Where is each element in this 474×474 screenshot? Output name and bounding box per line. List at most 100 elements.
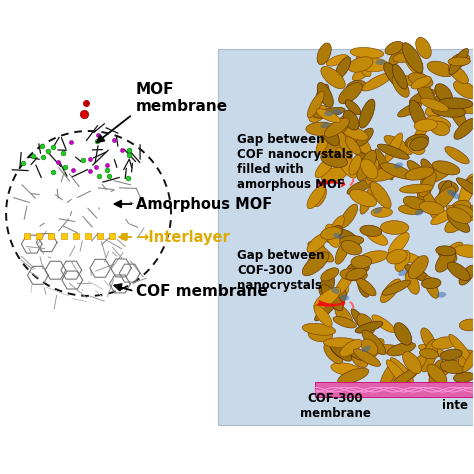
Ellipse shape: [355, 321, 383, 333]
Ellipse shape: [343, 110, 359, 130]
Ellipse shape: [361, 339, 378, 356]
Ellipse shape: [339, 236, 364, 246]
Ellipse shape: [370, 182, 391, 209]
Ellipse shape: [387, 249, 407, 264]
Bar: [218, 48, 473, 426]
Ellipse shape: [410, 90, 436, 104]
Ellipse shape: [371, 208, 392, 217]
Ellipse shape: [451, 54, 470, 67]
Ellipse shape: [402, 43, 423, 73]
Ellipse shape: [459, 265, 474, 285]
Ellipse shape: [440, 360, 465, 374]
Text: inte: inte: [442, 400, 468, 412]
Ellipse shape: [333, 290, 346, 310]
Ellipse shape: [431, 208, 458, 225]
Ellipse shape: [362, 73, 392, 91]
Ellipse shape: [351, 255, 372, 269]
Ellipse shape: [313, 108, 345, 118]
Ellipse shape: [459, 319, 474, 331]
Ellipse shape: [440, 359, 466, 370]
Ellipse shape: [340, 295, 349, 301]
Ellipse shape: [403, 196, 426, 210]
Ellipse shape: [307, 185, 326, 209]
Ellipse shape: [453, 205, 474, 219]
Ellipse shape: [392, 64, 407, 89]
Ellipse shape: [406, 354, 427, 380]
Ellipse shape: [340, 339, 362, 356]
Ellipse shape: [445, 211, 471, 233]
Ellipse shape: [398, 270, 407, 276]
Ellipse shape: [341, 240, 362, 255]
Ellipse shape: [330, 342, 352, 361]
Ellipse shape: [361, 159, 378, 179]
Ellipse shape: [302, 252, 329, 276]
Ellipse shape: [438, 98, 473, 109]
Ellipse shape: [356, 56, 371, 77]
Ellipse shape: [362, 346, 371, 352]
Ellipse shape: [423, 191, 440, 221]
Ellipse shape: [313, 187, 327, 207]
Ellipse shape: [317, 82, 333, 108]
Ellipse shape: [405, 271, 419, 294]
Ellipse shape: [348, 57, 373, 72]
Ellipse shape: [349, 155, 362, 175]
Ellipse shape: [451, 192, 460, 199]
Ellipse shape: [444, 364, 465, 374]
Ellipse shape: [334, 228, 360, 247]
Ellipse shape: [402, 352, 421, 374]
Ellipse shape: [360, 185, 376, 214]
Ellipse shape: [405, 264, 429, 282]
Ellipse shape: [401, 76, 422, 87]
Ellipse shape: [350, 190, 376, 207]
Ellipse shape: [309, 106, 328, 122]
Ellipse shape: [340, 204, 358, 228]
Ellipse shape: [321, 153, 347, 167]
Ellipse shape: [385, 41, 403, 55]
Ellipse shape: [358, 136, 372, 158]
Ellipse shape: [307, 91, 324, 118]
Ellipse shape: [307, 233, 328, 253]
Ellipse shape: [308, 328, 332, 342]
Ellipse shape: [302, 323, 336, 335]
Ellipse shape: [408, 140, 425, 155]
Ellipse shape: [411, 76, 431, 89]
Ellipse shape: [447, 207, 471, 223]
Ellipse shape: [316, 136, 328, 155]
Ellipse shape: [454, 118, 474, 139]
Ellipse shape: [380, 221, 409, 234]
Ellipse shape: [316, 140, 345, 155]
Ellipse shape: [321, 167, 348, 182]
Ellipse shape: [308, 245, 324, 267]
Ellipse shape: [429, 93, 447, 108]
Ellipse shape: [347, 262, 369, 274]
Ellipse shape: [394, 323, 412, 345]
Ellipse shape: [367, 167, 400, 182]
Ellipse shape: [330, 216, 344, 234]
Ellipse shape: [333, 233, 342, 239]
Ellipse shape: [394, 163, 403, 168]
Ellipse shape: [350, 47, 384, 58]
Ellipse shape: [338, 368, 369, 384]
Ellipse shape: [390, 358, 413, 383]
Ellipse shape: [389, 46, 406, 66]
Ellipse shape: [325, 224, 340, 247]
Ellipse shape: [402, 52, 423, 78]
Ellipse shape: [420, 167, 451, 184]
Ellipse shape: [420, 339, 438, 372]
Ellipse shape: [438, 181, 458, 194]
Ellipse shape: [333, 109, 342, 115]
Ellipse shape: [359, 251, 388, 264]
Ellipse shape: [317, 43, 331, 65]
Ellipse shape: [410, 137, 428, 151]
Ellipse shape: [347, 180, 373, 195]
Ellipse shape: [416, 77, 436, 108]
Ellipse shape: [335, 271, 354, 296]
Ellipse shape: [381, 279, 401, 302]
Ellipse shape: [420, 98, 448, 111]
Ellipse shape: [399, 205, 423, 214]
Ellipse shape: [458, 350, 474, 367]
Ellipse shape: [356, 278, 376, 296]
Ellipse shape: [419, 172, 436, 197]
Ellipse shape: [356, 152, 375, 167]
Ellipse shape: [340, 268, 367, 281]
